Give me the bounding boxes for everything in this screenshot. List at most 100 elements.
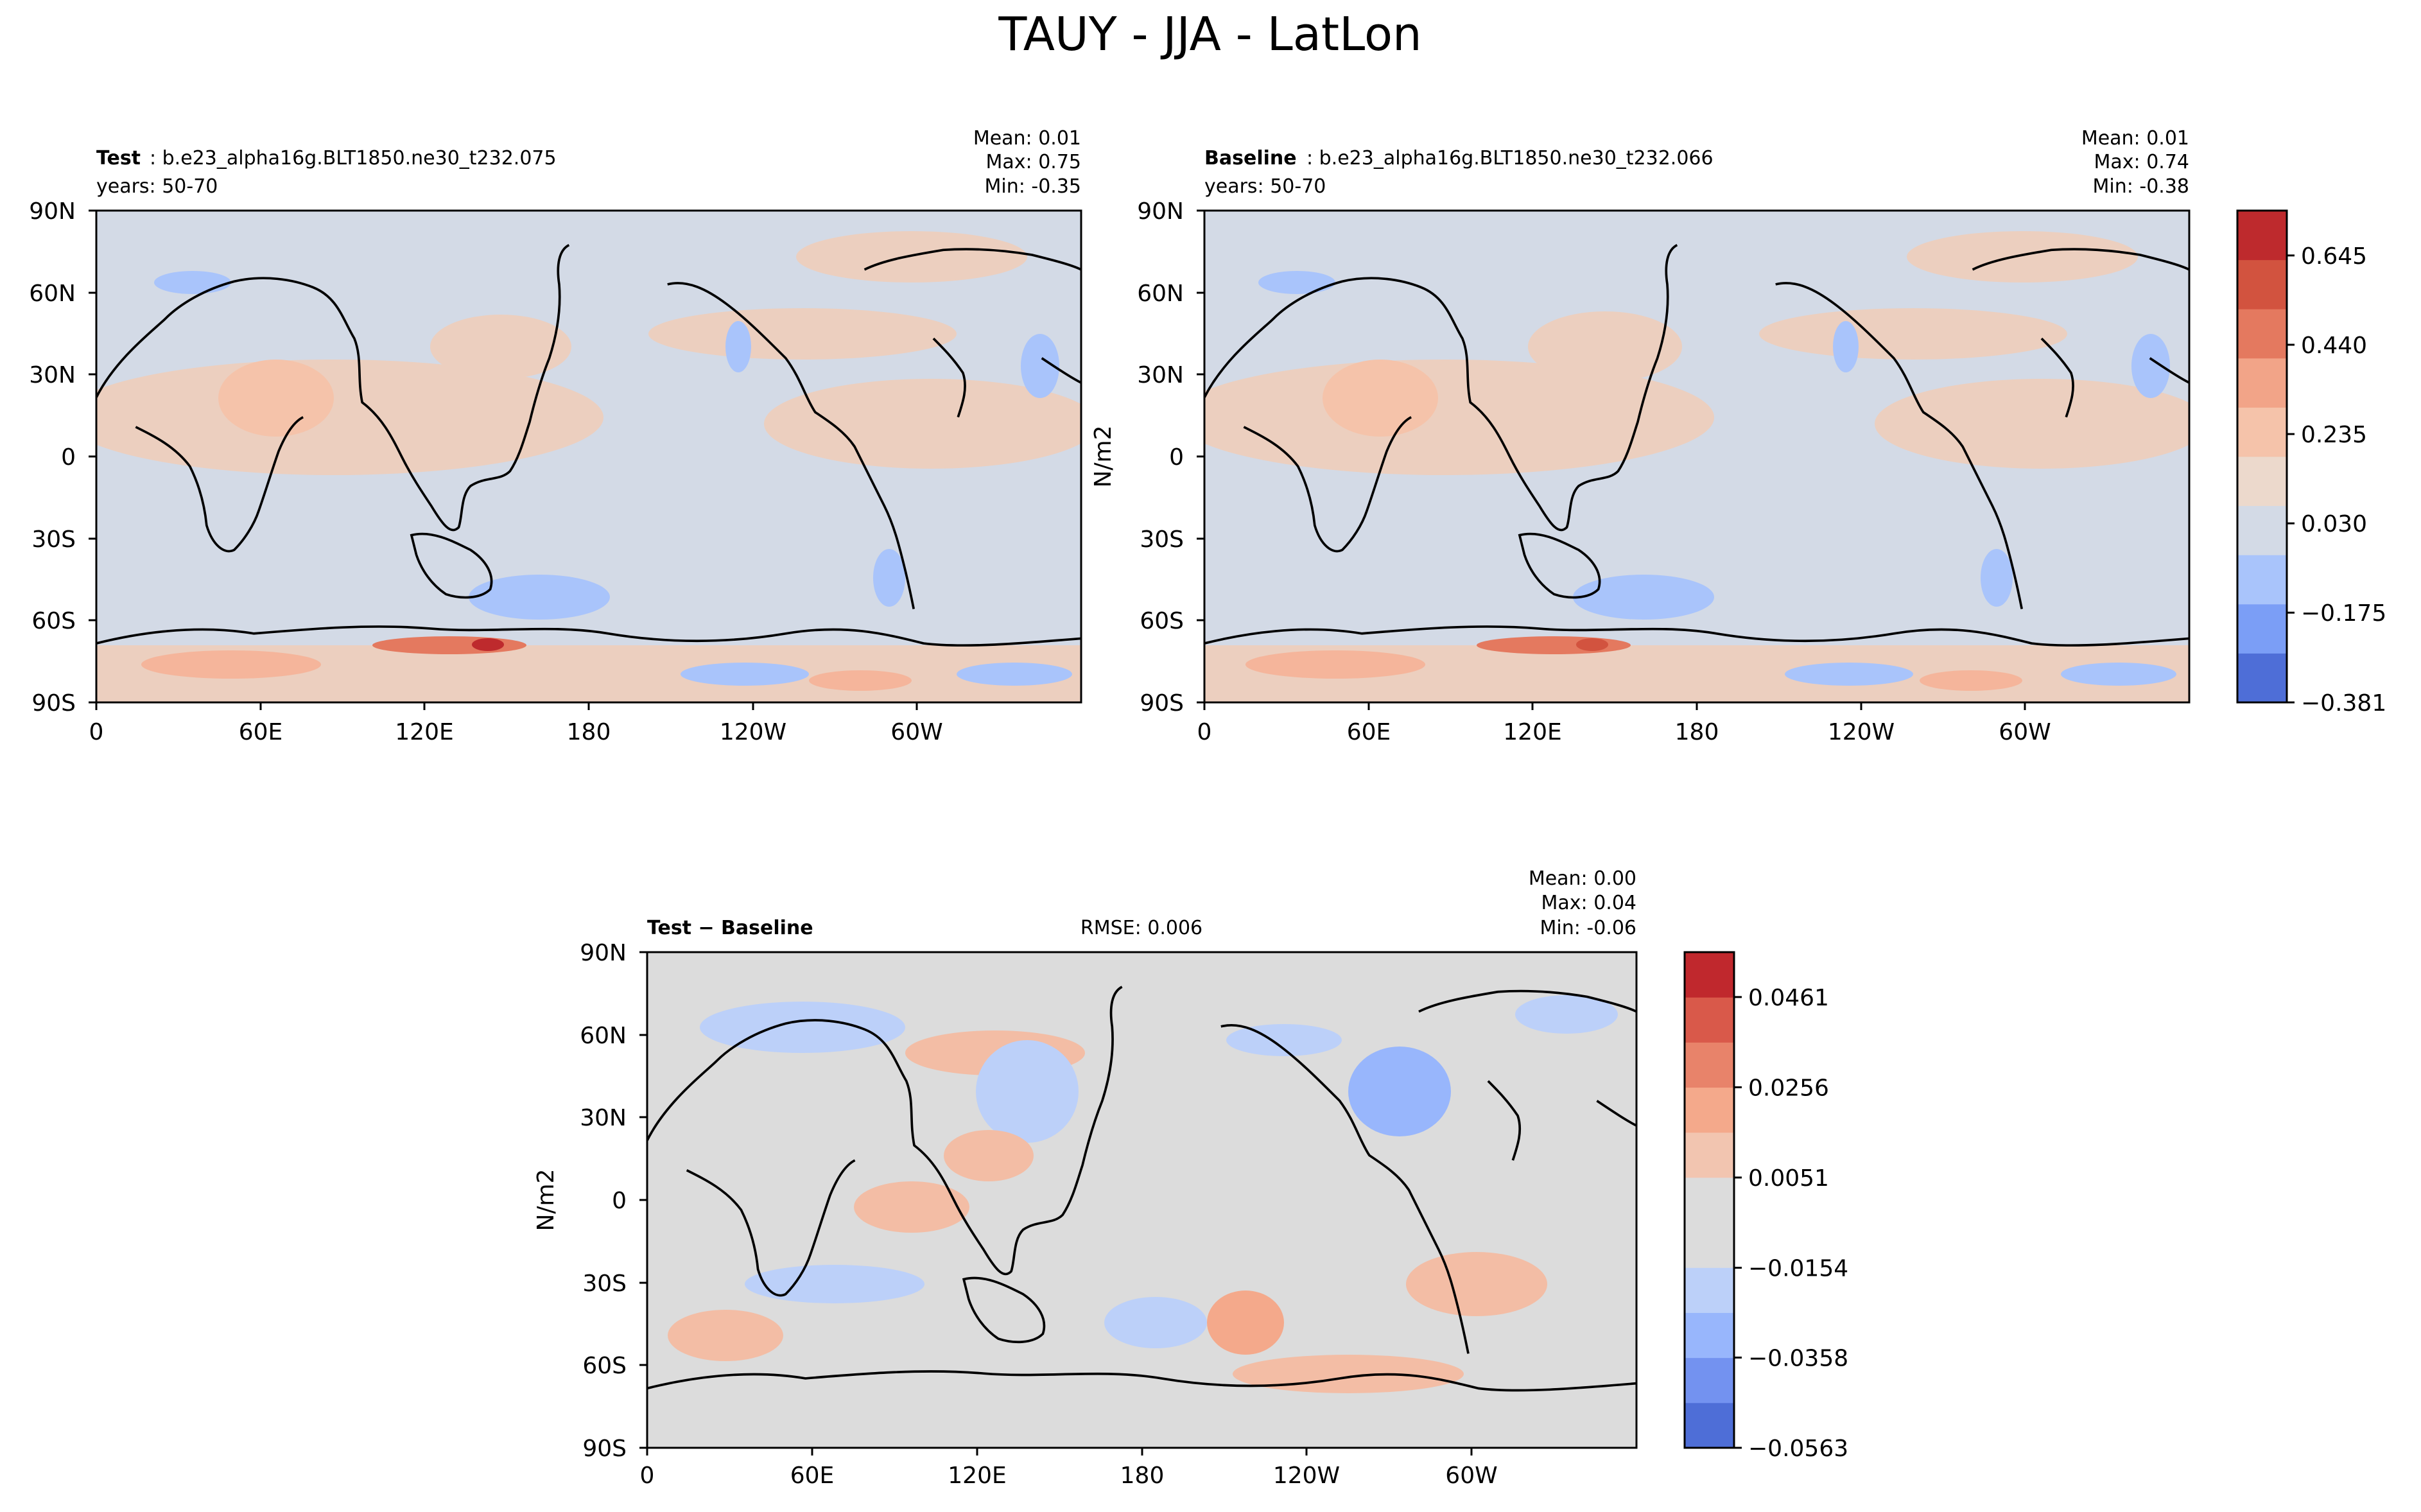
baseline-ytick-90s: 90S xyxy=(1140,690,1184,717)
baseline-colorbar-frame xyxy=(2236,209,2288,704)
difference-colorbar-swatch xyxy=(1685,997,1734,1043)
difference-ytick-60s: 60S xyxy=(582,1353,627,1379)
baseline-colorbar: 0.645 0.440 0.235 0.030 −0.175 −0.381 xyxy=(2236,209,2386,717)
baseline-colorbar-swatch xyxy=(2237,604,2287,654)
difference-colorbar-tick-label: −0.0154 xyxy=(1748,1256,1848,1282)
baseline-stat-max: Max: 0.74 xyxy=(2094,151,2189,173)
difference-rmse: RMSE: 0.006 xyxy=(1080,917,1202,939)
difference-stat-mean: Mean: 0.00 xyxy=(1529,867,1636,890)
difference-colorbar-swatch xyxy=(1685,1132,1734,1178)
baseline-colorbar-tick-label: 0.235 xyxy=(2301,422,2367,448)
baseline-xtick-60w: 60W xyxy=(1999,719,2051,745)
difference-xtick-120e: 120E xyxy=(948,1463,1006,1489)
test-ytick-60s: 60S xyxy=(31,608,76,634)
test-title-bold: Test xyxy=(96,147,141,169)
difference-colorbar-swatch xyxy=(1685,1267,1734,1313)
test-ytick-90n: 90N xyxy=(29,198,76,225)
difference-colorbar: 0.0461 0.0256 0.0051 −0.0154 −0.0358 −0.0563 xyxy=(1683,951,1848,1462)
baseline-colorbar-swatch xyxy=(2237,555,2287,605)
difference-colorbar-swatch xyxy=(1685,1357,1734,1403)
test-x-axis: 0 60E 120E 180 120W 60W xyxy=(89,719,943,745)
test-title-rest: : b.e23_alpha16g.BLT1850.ne30_t232.075 xyxy=(150,147,557,169)
baseline-colorbar-swatch xyxy=(2237,211,2287,261)
difference-ylabel: N/m2 xyxy=(533,1169,559,1231)
baseline-panel: Baseline : b.e23_alpha16g.BLT1850.ne30_t… xyxy=(1090,127,2386,745)
baseline-xtick-60e: 60E xyxy=(1347,719,1391,745)
baseline-y-axis: 90N 60N 30N 0 30S 60S 90S xyxy=(1137,198,1184,717)
test-stat-min: Min: -0.35 xyxy=(985,175,1082,198)
baseline-colorbar-swatch xyxy=(2237,358,2287,408)
test-stat-max: Max: 0.75 xyxy=(986,151,1081,173)
difference-colorbar-tick-label: 0.0461 xyxy=(1748,985,1829,1011)
figure-title: TAUY - JJA - LatLon xyxy=(998,7,1421,61)
baseline-ylabel: N/m2 xyxy=(1090,425,1116,487)
difference-colorbar-swatch xyxy=(1685,1177,1734,1223)
baseline-ytick-60n: 60N xyxy=(1137,281,1184,307)
difference-xtick-60e: 60E xyxy=(790,1463,835,1489)
test-y-axis: 90N 60N 30N 0 30S 60S 90S xyxy=(29,198,76,717)
difference-xtick-60w: 60W xyxy=(1445,1463,1497,1489)
difference-colorbar-swatch xyxy=(1685,1222,1734,1268)
difference-colorbar-swatch xyxy=(1685,1042,1734,1088)
baseline-colorbar-tick-label: −0.175 xyxy=(2301,600,2386,627)
difference-colorbar-swatch xyxy=(1685,952,1734,998)
baseline-ytick-30s: 30S xyxy=(1140,526,1184,553)
difference-colorbar-swatch xyxy=(1685,1402,1734,1448)
baseline-colorbar-swatch xyxy=(2237,259,2287,309)
baseline-title-rest: : b.e23_alpha16g.BLT1850.ne30_t232.066 xyxy=(1306,147,1714,169)
difference-colorbar-swatch xyxy=(1685,1087,1734,1133)
baseline-colorbar-tick-label: 0.440 xyxy=(2301,333,2367,359)
test-xtick-120w: 120W xyxy=(720,719,786,745)
difference-colorbar-tick-label: −0.0358 xyxy=(1748,1345,1848,1371)
difference-stat-max: Max: 0.04 xyxy=(1541,892,1636,914)
test-panel: Test : b.e23_alpha16g.BLT1850.ne30_t232.… xyxy=(29,127,1082,745)
difference-y-axis: 90N 60N 30N 0 30S 60S 90S xyxy=(580,940,627,1462)
test-ytick-90s: 90S xyxy=(31,690,76,717)
difference-xtick-180: 180 xyxy=(1120,1463,1165,1489)
test-stat-mean: Mean: 0.01 xyxy=(973,127,1081,150)
baseline-ytick-30n: 30N xyxy=(1137,362,1184,388)
test-ytick-60n: 60N xyxy=(29,281,76,307)
baseline-colorbar-tick-label: 0.645 xyxy=(2301,243,2367,270)
baseline-colorbar-swatch xyxy=(2237,407,2287,457)
test-xtick-60e: 60E xyxy=(239,719,283,745)
difference-ytick-60n: 60N xyxy=(580,1023,627,1049)
difference-ytick-0: 0 xyxy=(612,1188,627,1214)
baseline-xtick-120e: 120E xyxy=(1503,719,1561,745)
baseline-ytick-90n: 90N xyxy=(1137,198,1184,225)
difference-colorbar-frame xyxy=(1683,951,1735,1449)
baseline-ytick-60s: 60S xyxy=(1140,608,1184,634)
baseline-colorbar-tick-label: −0.381 xyxy=(2301,690,2386,717)
test-xtick-180: 180 xyxy=(567,719,611,745)
difference-xtick-120w: 120W xyxy=(1273,1463,1340,1489)
difference-colorbar-tick-label: −0.0563 xyxy=(1748,1436,1848,1462)
baseline-colorbar-swatch xyxy=(2237,309,2287,359)
difference-ytick-30s: 30S xyxy=(582,1271,627,1297)
baseline-colorbar-swatch xyxy=(2237,456,2287,507)
difference-panel: Test − Baseline RMSE: 0.006 Mean: 0.00 M… xyxy=(533,867,1848,1489)
difference-xtick-0: 0 xyxy=(640,1463,655,1489)
test-map-field xyxy=(96,211,1081,702)
baseline-ytick-0: 0 xyxy=(1169,444,1184,471)
difference-x-axis: 0 60E 120E 180 120W 60W xyxy=(640,1463,1498,1489)
baseline-x-axis: 0 60E 120E 180 120W 60W xyxy=(1197,719,2051,745)
difference-ytick-90n: 90N xyxy=(580,940,627,966)
baseline-title-bold: Baseline xyxy=(1204,147,1297,169)
difference-map-field xyxy=(647,952,1636,1448)
difference-ytick-90s: 90S xyxy=(582,1436,627,1462)
baseline-stat-min: Min: -0.38 xyxy=(2093,175,2190,198)
baseline-colorbar-tick-label: 0.030 xyxy=(2301,511,2367,537)
difference-title-bold: Test − Baseline xyxy=(647,917,813,939)
baseline-xtick-120w: 120W xyxy=(1828,719,1895,745)
test-ytick-30n: 30N xyxy=(29,362,76,388)
baseline-stat-mean: Mean: 0.01 xyxy=(2081,127,2189,150)
difference-colorbar-tick-label: 0.0256 xyxy=(1748,1075,1829,1101)
difference-stat-min: Min: -0.06 xyxy=(1540,917,1637,939)
difference-colorbar-tick-label: 0.0051 xyxy=(1748,1165,1829,1192)
test-ytick-30s: 30S xyxy=(31,526,76,553)
baseline-colorbar-swatch xyxy=(2237,653,2287,703)
difference-colorbar-swatch xyxy=(1685,1312,1734,1359)
test-subtitle: years: 50-70 xyxy=(96,175,218,198)
test-xtick-120e: 120E xyxy=(395,719,453,745)
